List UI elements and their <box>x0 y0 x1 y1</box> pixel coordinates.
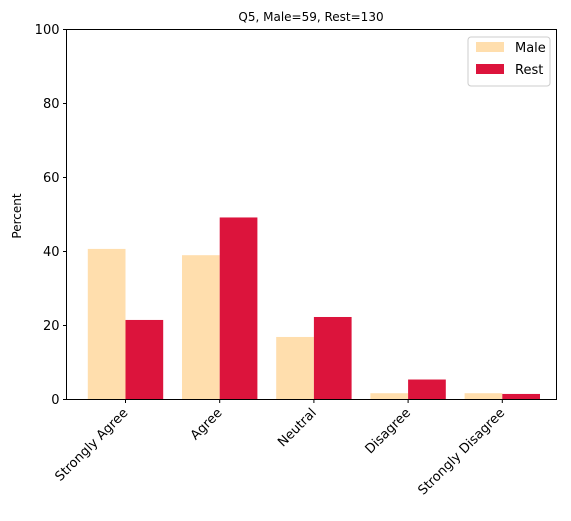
bar-rest-agree <box>219 217 258 400</box>
y-tick-label: 20 <box>43 319 60 334</box>
x-axis: Strongly Agree Agree Neutral Disagree Strong… <box>52 399 509 499</box>
bar-group <box>87 217 540 400</box>
legend-label-male: Male <box>515 41 546 56</box>
bar-male-strongly-disagree <box>464 393 503 400</box>
x-tick-label-agree: Agree <box>188 406 226 444</box>
x-tick-label-disagree: Disagree <box>363 406 414 457</box>
y-axis-label: Percent <box>10 193 24 238</box>
x-tick-label-neutral: Neutral <box>275 406 320 451</box>
y-tick-label: 80 <box>43 97 60 112</box>
x-tick-label-strongly-disagree: Strongly Disagree <box>416 406 509 499</box>
legend-swatch-male <box>476 42 504 52</box>
y-tick-label: 100 <box>35 23 60 38</box>
y-tick-label: 0 <box>51 393 59 408</box>
bar-rest-strongly-agree <box>125 319 164 400</box>
legend-swatch-rest <box>476 64 504 74</box>
y-tick-label: 40 <box>43 245 60 260</box>
bar-male-agree <box>182 255 220 400</box>
x-tick-label-strongly-agree: Strongly Agree <box>52 406 131 485</box>
legend-label-rest: Rest <box>515 63 543 78</box>
bar-rest-strongly-disagree <box>502 393 540 400</box>
plot-frame <box>66 29 557 400</box>
chart-title: Q5, Male=59, Rest=130 <box>238 10 383 24</box>
bar-male-disagree <box>370 393 409 400</box>
bar-male-neutral <box>276 336 314 400</box>
y-axis: 0 20 40 60 80 100 <box>35 23 67 408</box>
bar-male-strongly-agree <box>87 248 126 400</box>
bar-rest-neutral <box>313 316 352 400</box>
bar-rest-disagree <box>408 379 446 400</box>
legend: Male Rest <box>467 36 551 87</box>
y-tick-label: 60 <box>43 171 60 186</box>
